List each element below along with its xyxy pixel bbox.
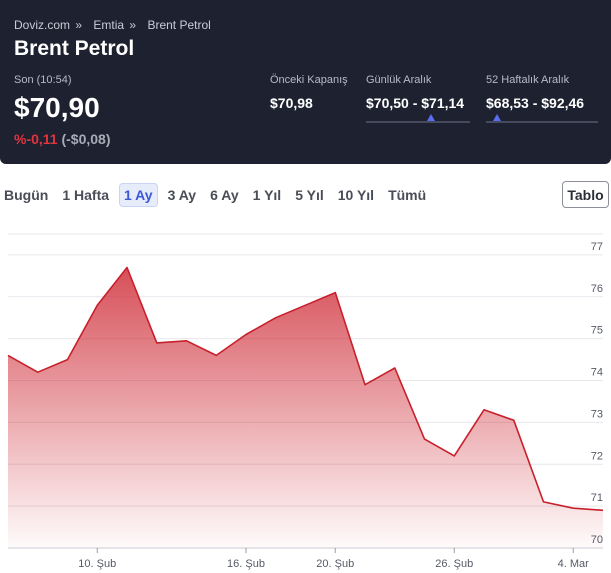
x-tick-label: 16. Şub [227, 558, 265, 570]
x-tick-label: 4. Mar [558, 558, 590, 570]
y-tick-label: 74 [591, 367, 603, 379]
tab-period-4[interactable]: 6 Ay [210, 187, 239, 203]
week52-range-stat: 52 Haftalık Aralık $68,53 - $92,46 [486, 74, 598, 123]
tab-period-3[interactable]: 3 Ay [167, 187, 197, 203]
change-percent: %-0,11 [14, 131, 58, 147]
last-price-label: Son (10:54) [14, 74, 72, 86]
y-tick-label: 70 [591, 534, 603, 546]
tab-period-8[interactable]: Tümü [388, 187, 427, 203]
tab-period-2[interactable]: 1 Ay [119, 183, 158, 207]
daily-range-bar [366, 114, 470, 123]
instrument-header: Doviz.com » Emtia » Brent Petrol Brent P… [0, 0, 611, 164]
page-title: Brent Petrol [14, 37, 135, 60]
week52-range-marker-icon [493, 114, 502, 121]
week52-range-bar [486, 114, 598, 123]
breadcrumb-separator: » [129, 18, 137, 32]
daily-range-stat: Günlük Aralık $70,50 - $71,14 [366, 74, 470, 123]
price-change: %-0,11 (-$0,08) [14, 131, 111, 147]
week52-range-value: $68,53 - $92,46 [486, 95, 585, 111]
tab-period-0[interactable]: Bugün [4, 187, 49, 203]
prev-close-stat: Önceki Kapanış $70,98 [270, 74, 356, 111]
last-price: $70,90 [14, 92, 100, 123]
price-area-fill [8, 267, 603, 548]
breadcrumb-current: Brent Petrol [147, 18, 211, 32]
tab-period-5[interactable]: 1 Yıl [252, 187, 282, 203]
x-tick-label: 10. Şub [78, 558, 116, 570]
y-tick-label: 77 [591, 241, 603, 253]
breadcrumb-site-link[interactable]: Doviz.com [14, 18, 71, 32]
breadcrumb-category-link[interactable]: Emtia [93, 18, 125, 32]
y-tick-label: 73 [591, 408, 603, 420]
change-absolute: (-$0,08) [61, 131, 111, 147]
tab-period-6[interactable]: 5 Yıl [295, 187, 324, 203]
tab-period-7[interactable]: 10 Yıl [337, 187, 375, 203]
y-tick-label: 76 [591, 283, 603, 295]
breadcrumb: Doviz.com » Emtia » Brent Petrol [14, 18, 213, 32]
table-view-button[interactable]: Tablo [562, 181, 609, 208]
period-tabs: Bugün 1 Hafta 1 Ay 3 Ay 6 Ay 1 Yıl 5 Yıl 10 Yıl… [0, 181, 436, 209]
daily-range-label: Günlük Aralık [366, 74, 432, 86]
breadcrumb-separator: » [75, 18, 83, 32]
x-tick-label: 26. Şub [435, 558, 473, 570]
daily-range-value: $70,50 - $71,14 [366, 95, 465, 111]
x-tick-label: 20. Şub [316, 558, 354, 570]
week52-range-label: 52 Haftalık Aralık [486, 74, 570, 86]
y-tick-label: 75 [591, 325, 603, 337]
y-tick-label: 71 [591, 492, 603, 504]
prev-close-label: Önceki Kapanış [270, 74, 348, 86]
tab-period-1[interactable]: 1 Hafta [62, 187, 110, 203]
prev-close-value: $70,98 [270, 95, 313, 111]
daily-range-marker-icon [427, 114, 435, 121]
price-chart: 70 71 72 73 74 75 76 77 10. Şub 16. Şub 20. Şub 26.… [7, 233, 604, 570]
y-tick-label: 72 [591, 450, 603, 462]
